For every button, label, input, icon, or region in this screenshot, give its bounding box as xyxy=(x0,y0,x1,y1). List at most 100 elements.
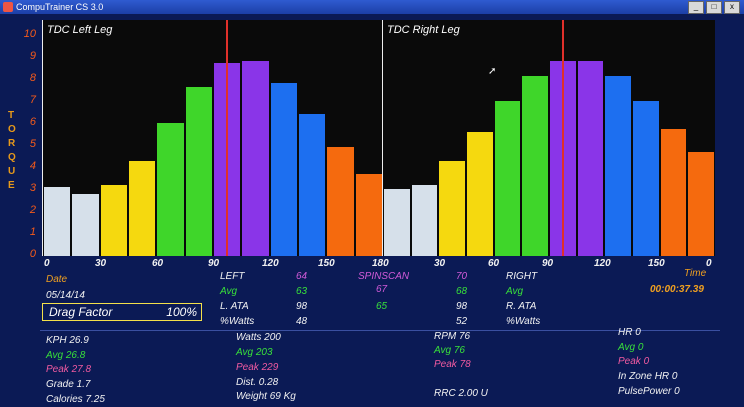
r-ata-value: 98 xyxy=(456,301,468,312)
y-tick-label: 7 xyxy=(29,94,36,106)
y-tick-label: 8 xyxy=(29,72,36,84)
watts-peak-stat: Peak 229 xyxy=(236,362,279,373)
torque-bar xyxy=(242,60,269,256)
right-chart-title: TDC Right Leg xyxy=(387,24,460,36)
right-xtick: 150 xyxy=(648,258,665,269)
left-avg-label: Avg xyxy=(220,286,238,297)
spinscan-avg-value: 67 xyxy=(376,284,388,295)
l-ata-value: 98 xyxy=(296,301,308,312)
maximize-button[interactable]: □ xyxy=(706,1,722,14)
right-xtick: 0 xyxy=(706,258,712,269)
tdc-right-leg-chart: TDC Right Leg xyxy=(382,20,715,256)
left-xtick: 0 xyxy=(44,258,50,269)
tdc-left-leg-chart: TDC Left Leg xyxy=(42,20,383,256)
y-tick-label: 1 xyxy=(29,226,36,238)
left-pct-watts-value: 48 xyxy=(296,316,308,327)
mouse-pointer-icon: ➚ xyxy=(488,66,497,77)
y-tick-label: 5 xyxy=(29,138,36,150)
spinscan-value: 70 xyxy=(456,271,468,282)
pulse-power-stat: PulsePower 0 xyxy=(618,386,680,397)
torque-bar xyxy=(157,122,184,256)
date-value: 05/14/14 xyxy=(46,290,85,301)
torque-bar xyxy=(467,131,493,256)
torque-bar xyxy=(605,76,631,256)
right-avg-label: Avg xyxy=(506,286,524,297)
right-xtick: 180 xyxy=(372,258,389,269)
right-label: RIGHT xyxy=(506,271,538,282)
hr-stat: HR 0 xyxy=(618,327,641,338)
left-xtick: 30 xyxy=(95,258,107,269)
panel-divider xyxy=(40,330,720,331)
left-xtick: 150 xyxy=(318,258,335,269)
torque-bar xyxy=(633,100,659,256)
left-xtick: 90 xyxy=(208,258,220,269)
torque-axis-letter: E xyxy=(8,180,15,191)
left-label: LEFT xyxy=(220,271,245,282)
time-value: 00:00:37.39 xyxy=(650,284,704,295)
left-xtick: 60 xyxy=(152,258,164,269)
app-icon xyxy=(3,2,13,12)
torque-axis-letter: T xyxy=(8,110,15,121)
left-xtick: 120 xyxy=(262,258,279,269)
dist-stat: Dist. 0.28 xyxy=(236,377,279,388)
left-value: 64 xyxy=(296,271,308,282)
kph-peak-stat: Peak 27.8 xyxy=(46,364,92,375)
y-tick-label: 0 xyxy=(29,248,36,260)
hr-avg-stat: Avg 0 xyxy=(618,342,644,353)
right-pct-watts-label: %Watts xyxy=(506,316,541,327)
hr-peak-stat: Peak 0 xyxy=(618,356,650,367)
right-xtick: 90 xyxy=(542,258,554,269)
drag-factor-label: Drag Factor xyxy=(49,305,113,319)
torque-bar xyxy=(688,151,714,256)
torque-bar xyxy=(299,113,326,256)
torque-bar xyxy=(100,184,127,256)
spinscan-label: SPINSCAN xyxy=(358,271,410,282)
torque-bar xyxy=(439,160,465,256)
y-tick-label: 10 xyxy=(23,28,36,40)
right-xtick: 120 xyxy=(594,258,611,269)
watts-avg-stat: Avg 203 xyxy=(236,347,273,358)
torque-axis-letter: U xyxy=(8,166,16,177)
time-label: Time xyxy=(684,268,707,279)
right-pct-watts-value: 52 xyxy=(456,316,468,327)
rpm-avg-stat: Avg 76 xyxy=(434,345,465,356)
right-xtick: 60 xyxy=(488,258,500,269)
right-xtick: 30 xyxy=(434,258,446,269)
window-controls: _ □ x xyxy=(688,1,740,14)
y-tick-label: 4 xyxy=(29,160,36,172)
minimize-button[interactable]: _ xyxy=(688,1,704,14)
calories-stat: Calories 7.25 xyxy=(46,394,105,405)
torque-bar xyxy=(129,160,156,256)
torque-bar xyxy=(384,189,410,256)
torque-bar xyxy=(270,82,297,256)
torque-bar xyxy=(327,147,354,256)
left-pct-watts-label: %Watts xyxy=(220,316,255,327)
drag-factor-box[interactable]: Drag Factor 100% xyxy=(42,303,202,321)
watts-stat: Watts 200 xyxy=(236,332,281,343)
kph-stat: KPH 26.9 xyxy=(46,335,89,346)
torque-bar xyxy=(355,173,382,256)
torque-bar xyxy=(660,129,687,256)
torque-bar xyxy=(522,76,548,256)
left-avg-value: 63 xyxy=(296,286,308,297)
window-titlebar: CompuTrainer CS 3.0 _ □ x xyxy=(0,0,744,14)
torque-axis-letter: R xyxy=(8,138,16,149)
in-zone-hr-stat: In Zone HR 0 xyxy=(618,371,678,382)
torque-bar xyxy=(494,100,521,256)
close-button[interactable]: x xyxy=(724,1,740,14)
torque-bar xyxy=(577,60,604,256)
y-tick-label: 3 xyxy=(29,182,36,194)
y-tick-label: 9 xyxy=(29,50,36,62)
grade-stat: Grade 1.7 xyxy=(46,379,91,390)
torque-bar xyxy=(72,193,99,256)
y-tick-label: 6 xyxy=(29,116,36,128)
rpm-peak-stat: Peak 78 xyxy=(434,359,471,370)
torque-axis-letter: Q xyxy=(8,152,16,163)
l-ata-label: L. ATA xyxy=(220,301,249,312)
tdc-marker-line xyxy=(561,20,564,256)
kph-avg-stat: Avg 26.8 xyxy=(46,350,86,361)
weight-stat: Weight 69 Kg xyxy=(236,391,296,402)
tdc-marker-line xyxy=(226,20,229,256)
spinscan-ata-value: 65 xyxy=(376,301,388,312)
rpm-stat: RPM 76 xyxy=(434,331,471,342)
